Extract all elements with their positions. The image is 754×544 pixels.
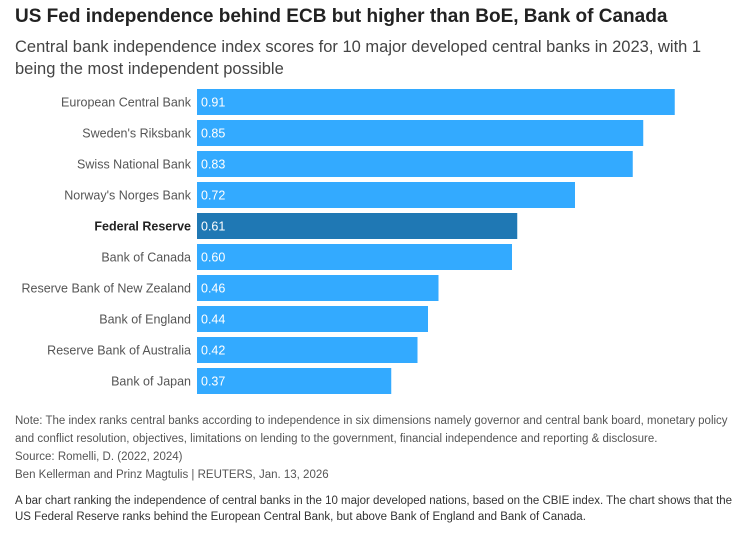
category-label: Federal Reserve <box>94 220 191 234</box>
value-label: 0.85 <box>201 127 225 141</box>
bar-row: Bank of Japan 0.37 <box>111 368 392 394</box>
category-label: Bank of England <box>99 313 191 327</box>
bar-row: Norway's Norges Bank 0.72 <box>64 182 575 208</box>
value-label: 0.42 <box>201 344 225 358</box>
chart-title: US Fed independence behind ECB but highe… <box>15 6 668 27</box>
value-label: 0.44 <box>201 313 225 327</box>
value-label: 0.61 <box>201 220 225 234</box>
bar <box>197 306 428 332</box>
value-label: 0.83 <box>201 158 225 172</box>
bar-row: Reserve Bank of Australia 0.42 <box>47 337 418 363</box>
value-label: 0.91 <box>201 96 225 110</box>
category-label: Reserve Bank of New Zealand <box>21 282 191 296</box>
bar-row: Bank of Canada 0.60 <box>101 244 512 270</box>
bar-row: Sweden's Riksbank 0.85 <box>82 120 644 146</box>
bar <box>197 275 439 301</box>
bar-row: European Central Bank 0.91 <box>61 89 675 115</box>
category-label: Bank of Japan <box>111 375 191 389</box>
chart-source: Source: Romelli, D. (2022, 2024) <box>15 451 183 463</box>
bar <box>197 182 575 208</box>
bar-chart: European Central Bank 0.91 Sweden's Riksba… <box>21 89 675 394</box>
value-label: 0.46 <box>201 282 225 296</box>
bar <box>197 89 675 115</box>
bar <box>197 151 633 177</box>
bar <box>197 337 418 363</box>
bar <box>197 244 512 270</box>
bar-row: Bank of England 0.44 <box>99 306 428 332</box>
bar-row: Federal Reserve 0.61 <box>94 213 518 239</box>
value-label: 0.60 <box>201 251 225 265</box>
bar-row: Swiss National Bank 0.83 <box>77 151 633 177</box>
category-label: Sweden's Riksbank <box>82 127 191 141</box>
bar <box>197 213 518 239</box>
category-label: European Central Bank <box>61 96 192 110</box>
value-label: 0.37 <box>201 375 225 389</box>
category-label: Norway's Norges Bank <box>64 189 191 203</box>
chart-footer: Note: The index ranks central banks acco… <box>15 412 740 525</box>
value-label: 0.72 <box>201 189 225 203</box>
chart-credit: Ben Kellerman and Prinz Magtulis | REUTE… <box>15 469 329 481</box>
category-label: Reserve Bank of Australia <box>47 344 191 358</box>
bar-row: Reserve Bank of New Zealand 0.46 <box>21 275 439 301</box>
bar <box>197 368 392 394</box>
category-label: Swiss National Bank <box>77 158 192 172</box>
bar <box>197 120 644 146</box>
category-label: Bank of Canada <box>101 251 191 265</box>
chart-subtitle: Central bank independence index scores f… <box>15 38 702 78</box>
chart-note: Note: The index ranks central banks acco… <box>15 415 728 445</box>
chart-description: A bar chart ranking the independence of … <box>15 495 733 523</box>
